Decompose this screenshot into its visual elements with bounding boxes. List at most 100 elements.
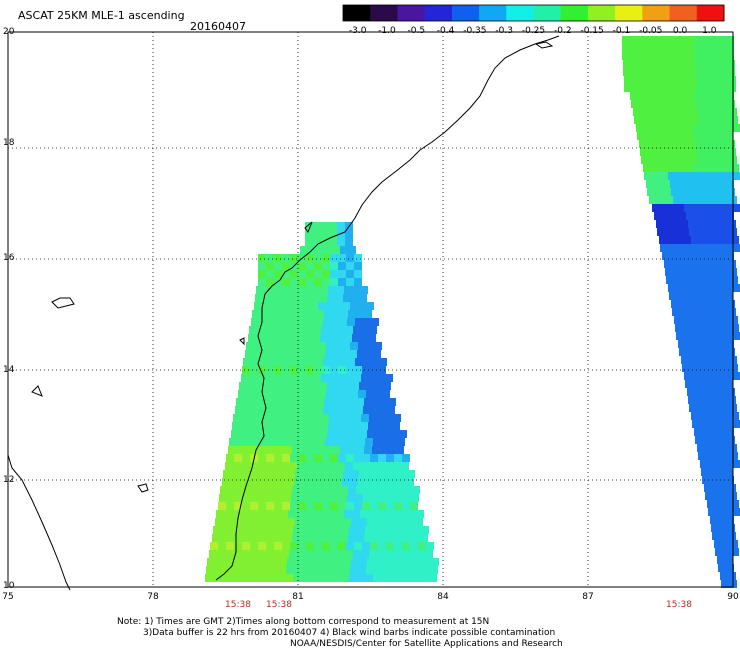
swath-cell <box>711 436 719 444</box>
swath-cell <box>732 124 740 132</box>
swath-cell <box>372 398 380 406</box>
swath-cell <box>240 510 248 518</box>
swath-cell <box>330 278 338 286</box>
swath-cell <box>637 132 645 140</box>
swath-cell <box>717 556 725 564</box>
swath-cell <box>710 180 718 188</box>
swath-cell <box>657 196 665 204</box>
swath-cell <box>298 454 306 462</box>
swath-cell <box>708 124 716 132</box>
swath-cell <box>261 350 269 358</box>
swath-cell <box>378 366 386 374</box>
swath-cell <box>327 294 335 302</box>
swath-cell <box>312 422 320 430</box>
swath-cell <box>374 478 382 486</box>
swath-cell <box>732 508 740 516</box>
swath-cell <box>262 390 270 398</box>
swath-cell <box>724 372 732 380</box>
swath-cell <box>638 52 646 60</box>
swath-cell <box>351 294 359 302</box>
swath-cell <box>655 100 663 108</box>
swath-cell <box>702 180 710 188</box>
swath-cell <box>399 470 407 478</box>
swath-cell <box>656 148 664 156</box>
swath-cell <box>330 262 338 270</box>
swath-cell <box>732 420 740 428</box>
swath-cell <box>359 470 367 478</box>
swath-cell <box>330 454 338 462</box>
swath-cell <box>430 566 438 574</box>
swath-cell <box>232 510 240 518</box>
swath-cell <box>325 350 333 358</box>
swath-cell <box>308 398 316 406</box>
swath-cell <box>720 84 728 92</box>
swath-cell <box>701 468 709 476</box>
swath-cell <box>715 548 723 556</box>
swath-cell <box>659 164 667 172</box>
swath-cell <box>364 398 372 406</box>
swath-cell <box>234 542 242 550</box>
swath-cell <box>708 284 716 292</box>
swath-cell <box>243 406 251 414</box>
swath-cell <box>698 316 706 324</box>
swath-cell <box>728 260 736 268</box>
swath-cell <box>700 284 708 292</box>
swath-cell <box>700 420 708 428</box>
swath-cell <box>290 270 298 278</box>
swath-cell <box>724 204 732 212</box>
swath-cell <box>332 486 340 494</box>
swath-cell <box>338 454 346 462</box>
swath-cell <box>253 526 261 534</box>
swath-cell <box>233 414 241 422</box>
swath-cell <box>292 310 300 318</box>
swath-cell <box>353 414 361 422</box>
swath-cell <box>281 326 289 334</box>
swath-cell <box>331 358 339 366</box>
swath-cell <box>670 44 678 52</box>
swath-cell <box>731 324 739 332</box>
swath-cell <box>708 244 716 252</box>
swath-cell <box>300 310 308 318</box>
swath-cell <box>381 574 389 582</box>
swath-cell <box>248 510 256 518</box>
swath-cell <box>319 470 327 478</box>
swath-cell <box>234 502 242 510</box>
swath-cell <box>322 542 330 550</box>
swath-cell <box>263 518 271 526</box>
swath-cell <box>386 542 394 550</box>
swath-cell <box>381 438 389 446</box>
swath-cell <box>651 164 659 172</box>
swath-cell <box>682 116 690 124</box>
swath-cell <box>695 60 703 68</box>
swath-cell <box>301 350 309 358</box>
swath-cell <box>679 60 687 68</box>
swath-cell <box>295 470 303 478</box>
swath-cell <box>664 76 672 84</box>
swath-cell <box>700 460 708 468</box>
swath-cell <box>295 518 303 526</box>
swath-cell <box>721 196 729 204</box>
swath-cell <box>329 222 337 230</box>
swath-cell <box>387 406 395 414</box>
swath-cell <box>692 420 700 428</box>
swath-cell <box>278 390 286 398</box>
swath-cell <box>687 388 695 396</box>
swath-cell <box>300 534 308 542</box>
swath-cell <box>725 556 733 564</box>
swath-cell <box>335 470 343 478</box>
swath-cell <box>258 270 266 278</box>
swath-cell <box>700 172 708 180</box>
swath-cell <box>646 92 654 100</box>
swath-cell <box>654 180 662 188</box>
swath-cell <box>715 164 723 172</box>
swath-cell <box>336 334 344 342</box>
swath-cell <box>426 542 434 550</box>
swath-cell <box>630 44 638 52</box>
swath-cell <box>388 486 396 494</box>
swath-cell <box>262 566 270 574</box>
small-island-5 <box>534 41 554 49</box>
swath-cell <box>351 430 359 438</box>
swath-cell <box>666 116 674 124</box>
swath-cell <box>268 446 276 454</box>
